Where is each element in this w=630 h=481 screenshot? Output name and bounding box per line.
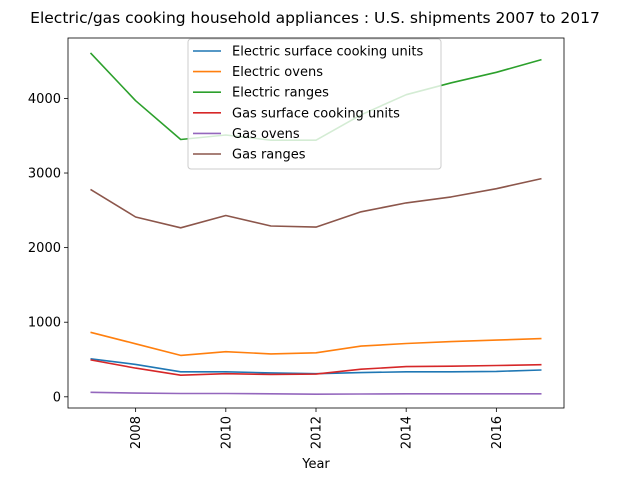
series-line-2: [90, 331, 542, 357]
x-tick-label: 2016: [490, 416, 505, 449]
series-line-4: [90, 359, 542, 377]
y-tick-label: 3000: [28, 167, 61, 182]
x-axis: 2008 2010 2012 2014 2016: [129, 408, 505, 449]
legend-label: Electric ovens: [232, 65, 323, 80]
x-tick-label: 2012: [310, 416, 325, 449]
x-tick-label: 2014: [400, 416, 415, 449]
y-axis: 0 1000 2000 3000 4000: [28, 92, 68, 405]
legend-box: [187, 38, 442, 170]
x-tick-label: 2010: [219, 416, 234, 449]
legend: Electric surface cooking units Electric o…: [187, 38, 442, 170]
chart-title: Electric/gas cooking household appliance…: [30, 9, 600, 27]
y-tick-label: 0: [53, 390, 61, 405]
legend-label: Gas ranges: [232, 148, 306, 163]
x-axis-label: Year: [301, 457, 330, 472]
series-line-6: [90, 177, 542, 229]
legend-label: Electric surface cooking units: [232, 45, 423, 60]
legend-label: Gas ovens: [232, 127, 300, 142]
y-tick-label: 4000: [28, 92, 61, 107]
legend-label: Gas surface cooking units: [232, 106, 400, 121]
series-line-5: [90, 391, 542, 396]
y-tick-label: 2000: [28, 241, 61, 256]
legend-label: Electric ranges: [232, 86, 329, 101]
y-tick-label: 1000: [28, 316, 61, 331]
x-tick-label: 2008: [129, 416, 144, 449]
